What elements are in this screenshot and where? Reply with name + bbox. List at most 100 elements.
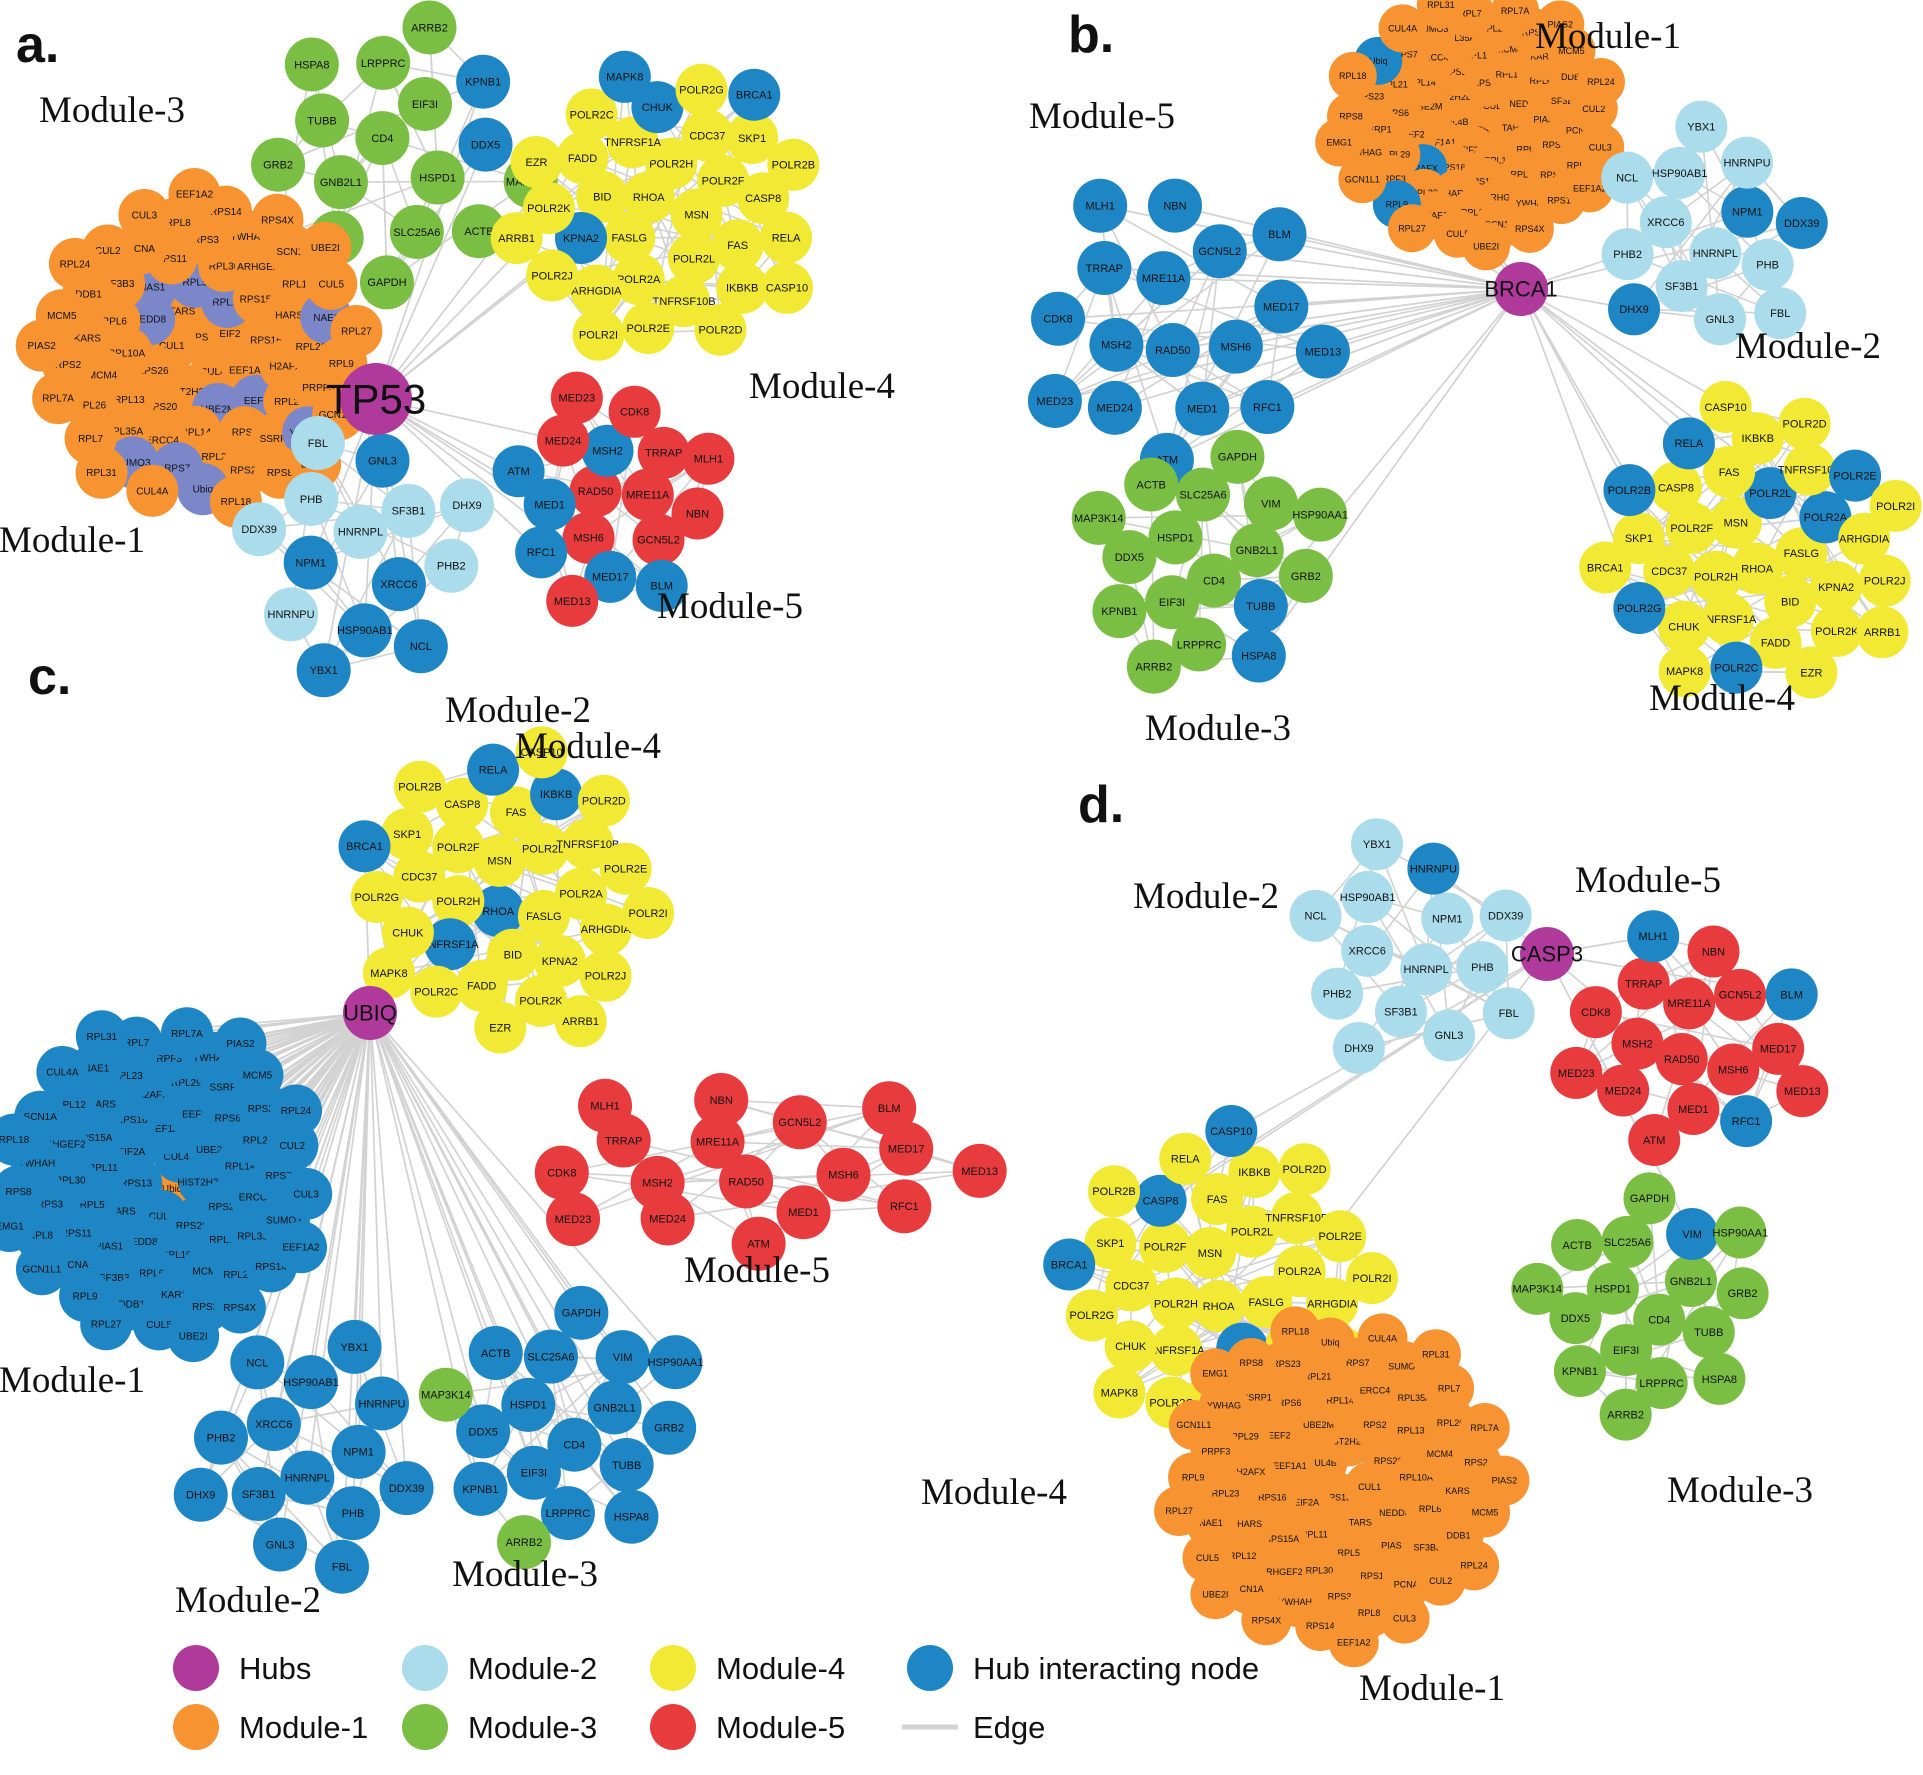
node-ARRB1: [554, 995, 607, 1048]
node-IKBKB: [530, 768, 583, 821]
node-POLR2L: [1225, 1205, 1278, 1258]
node-EEF1A2: [1328, 1617, 1379, 1668]
panel-letter-b: b.: [1068, 6, 1114, 64]
panel-letter-a: a.: [16, 16, 59, 74]
node-ARRB2: [1126, 639, 1181, 694]
node-HSP90AB1: [337, 603, 392, 658]
node-HSPA8: [604, 1489, 659, 1544]
node-RPS4X: [251, 193, 304, 246]
node-RPL31: [75, 1010, 128, 1063]
edge: [1150, 484, 1155, 667]
node-MED13: [952, 1143, 1007, 1198]
node-YBX1: [327, 1319, 382, 1374]
node-RPL7A: [1459, 1402, 1510, 1453]
node-DHX9: [1332, 1022, 1385, 1075]
edge: [310, 504, 468, 564]
node-DDX39: [379, 1461, 434, 1516]
node-SF3B1: [231, 1467, 286, 1522]
node-MAPK8: [1658, 645, 1711, 698]
node-POLR2L: [1744, 467, 1797, 520]
node-MAPK8: [598, 50, 651, 103]
node-POLR2G: [350, 871, 403, 924]
node-BID: [1764, 575, 1817, 628]
node-RPS4X: [1505, 204, 1554, 253]
node-POLR2C: [410, 965, 463, 1018]
node-MAPK8: [362, 946, 415, 999]
node-TNFRSF10B: [1783, 443, 1836, 496]
node-POLR2F: [1665, 502, 1718, 555]
node-HSPD1: [501, 1377, 556, 1432]
edge: [1595, 1011, 1779, 1050]
node-MLH1: [1073, 178, 1128, 233]
node-CHUK: [631, 81, 684, 134]
node-PHB: [284, 471, 339, 526]
node-POLR2L: [517, 822, 570, 875]
node-FASLG: [603, 211, 656, 264]
node-CUL4A: [1378, 4, 1427, 53]
node-POLR2H: [645, 137, 698, 190]
node-NPM1: [1721, 185, 1774, 238]
edge: [1692, 951, 1715, 1110]
hub-node-BRCA1: [1494, 262, 1548, 316]
node-RELA: [1159, 1132, 1212, 1185]
node-POLR2E: [599, 842, 652, 895]
legend-swatch-module5: [650, 1704, 696, 1750]
node-XRCC6: [246, 1397, 301, 1452]
legend-swatch-module4: [650, 1645, 696, 1691]
node-RHOA: [1192, 1279, 1245, 1332]
node-RAD50: [569, 465, 622, 518]
hub-edge: [1166, 288, 1522, 461]
hub-edge: [1163, 277, 1522, 290]
node-POLR2A: [1799, 491, 1852, 544]
node-CASP10: [1205, 1105, 1258, 1158]
node-GAPDH: [554, 1285, 609, 1340]
module-title-c-module4: Module-4: [515, 726, 661, 767]
node-PIAS2: [1536, 0, 1585, 49]
module-title-c-module5: Module-5: [684, 1250, 830, 1291]
node-SKP1: [726, 111, 779, 164]
legend-label-interact: Hub interacting node: [973, 1651, 1259, 1686]
hub-edge: [369, 1012, 628, 1466]
node-GCN5L2: [772, 1095, 827, 1150]
node-HNRNPU: [1721, 136, 1774, 189]
node-RPL31: [75, 446, 128, 499]
node-CUL4A: [1357, 1313, 1408, 1364]
node-MSN: [1184, 1226, 1237, 1279]
module-title-c-module1: Module-1: [0, 1360, 145, 1401]
node-MED1: [776, 1185, 831, 1240]
node-TUBB: [1233, 578, 1288, 633]
node-TNFRSF1A: [1701, 592, 1754, 645]
node-MRE11A: [1136, 251, 1191, 306]
node-HSPA8: [1231, 628, 1286, 683]
edge: [1575, 950, 1715, 1074]
node-MED1: [1175, 381, 1230, 436]
node-YBX1: [1350, 818, 1403, 871]
node-GRB2: [251, 137, 306, 192]
node-UBE2I: [1190, 1569, 1241, 1620]
node-MED17: [1752, 1022, 1805, 1075]
node-MRE11A: [690, 1114, 745, 1169]
labels-layer: d. Module-2 Module-5 Module-4 Module-3 Module…: [921, 776, 1813, 1709]
hub-edge: [369, 1012, 616, 1408]
node-YBX1: [296, 643, 351, 698]
node-POLR2B: [393, 760, 446, 813]
node-NBN: [1687, 925, 1740, 978]
node-DDX5: [1549, 1292, 1602, 1345]
node-KPNA2: [533, 935, 586, 988]
node-ARHGDIA: [1306, 1277, 1359, 1330]
node-SLC25A6: [389, 204, 444, 259]
node-FADD: [455, 959, 508, 1012]
node-DHX9: [1608, 283, 1661, 336]
node-FBL: [290, 415, 345, 470]
node-CHUK: [381, 906, 434, 959]
node-KPNB1: [456, 54, 511, 109]
node-NBN: [671, 487, 724, 540]
panel-b: RAD50MRE11AMSH6MSH2GCN5L2MED1TRRAPMED17M…: [1027, 0, 1922, 749]
hub-edge: [375, 144, 487, 400]
edge: [479, 1356, 624, 1490]
node-VIM: [1666, 1207, 1719, 1260]
node-MSN: [473, 834, 526, 887]
node-TUBB: [295, 93, 350, 148]
node-PIAS2: [1479, 1455, 1530, 1506]
node-KPNB1: [1092, 584, 1147, 639]
